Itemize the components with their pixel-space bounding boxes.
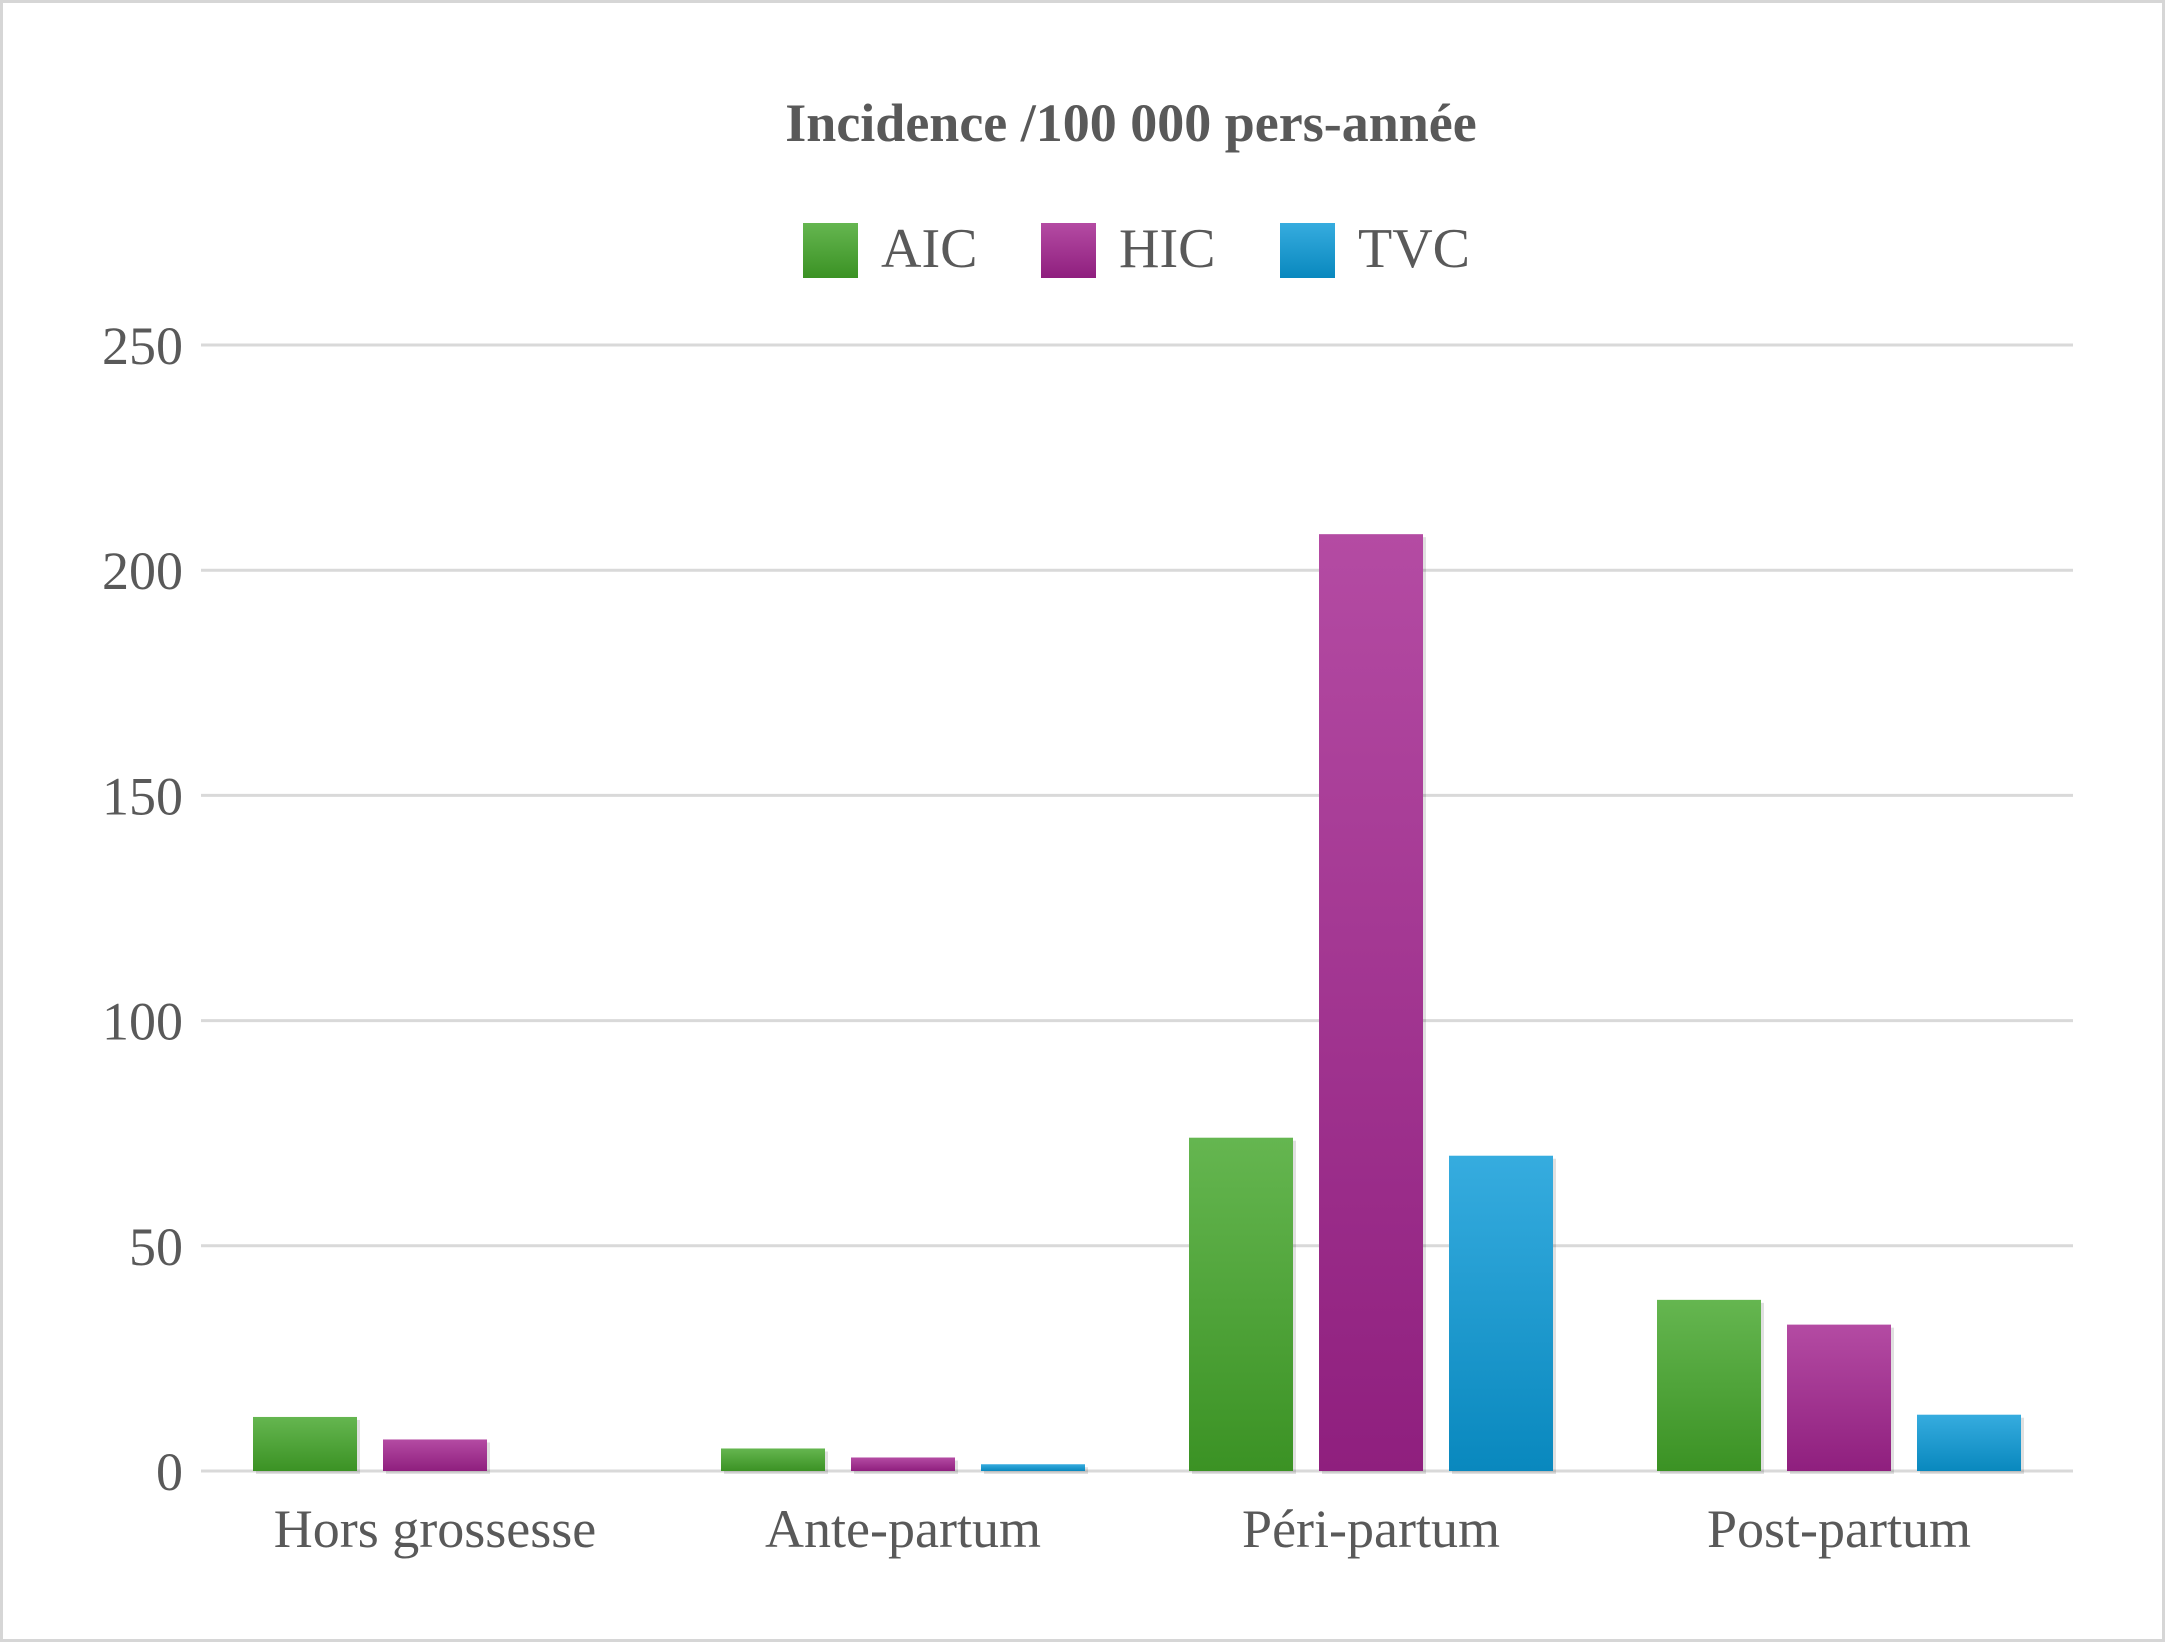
- bar-chart: Incidence /100 000 pers-année AIC HIC TVC …: [102, 93, 2073, 1559]
- bar-hic-2: [851, 1457, 955, 1471]
- legend-swatch: [1280, 223, 1335, 278]
- gridlines: [201, 343, 2073, 1473]
- bar-aic-2: [721, 1448, 825, 1471]
- x-tick-label: Ante-partum: [765, 1499, 1041, 1559]
- x-tick-label: Péri-partum: [1242, 1499, 1500, 1559]
- legend-item-hic: HIC: [1041, 218, 1215, 280]
- legend-label: TVC: [1358, 218, 1470, 280]
- legend-label: HIC: [1119, 218, 1215, 280]
- bar-aic-3: [1189, 1137, 1293, 1471]
- bar-tvc-3: [1449, 1155, 1553, 1471]
- y-tick-label: 50: [129, 1217, 183, 1277]
- bar-aic-1: [253, 1416, 357, 1471]
- x-tick-label: Post-partum: [1707, 1499, 1971, 1559]
- chart-title: Incidence /100 000 pers-année: [785, 93, 1476, 153]
- legend-label: AIC: [881, 218, 977, 280]
- bar-hic-1: [383, 1439, 487, 1471]
- bars: [253, 534, 2024, 1474]
- y-tick-label: 150: [102, 766, 183, 826]
- y-tick-label: 200: [102, 541, 183, 601]
- chart-legend: AIC HIC TVC: [803, 218, 1470, 280]
- bar-tvc-4: [1917, 1414, 2021, 1471]
- y-axis-ticks: 0 50 100 150 200 250: [102, 316, 183, 1502]
- legend-item-tvc: TVC: [1280, 218, 1470, 280]
- bar-tvc-2: [981, 1464, 1085, 1471]
- bar-hic-3: [1319, 534, 1423, 1471]
- bar-aic-4: [1657, 1299, 1761, 1471]
- bar-hic-4: [1787, 1324, 1891, 1471]
- y-tick-label: 250: [102, 316, 183, 376]
- y-tick-label: 0: [156, 1442, 183, 1502]
- legend-item-aic: AIC: [803, 218, 977, 280]
- x-axis-labels: Hors grossesse Ante-partum Péri-partum Post…: [274, 1499, 1971, 1559]
- x-tick-label: Hors grossesse: [274, 1499, 596, 1559]
- legend-swatch: [803, 223, 858, 278]
- y-tick-label: 100: [102, 992, 183, 1052]
- legend-swatch: [1041, 223, 1096, 278]
